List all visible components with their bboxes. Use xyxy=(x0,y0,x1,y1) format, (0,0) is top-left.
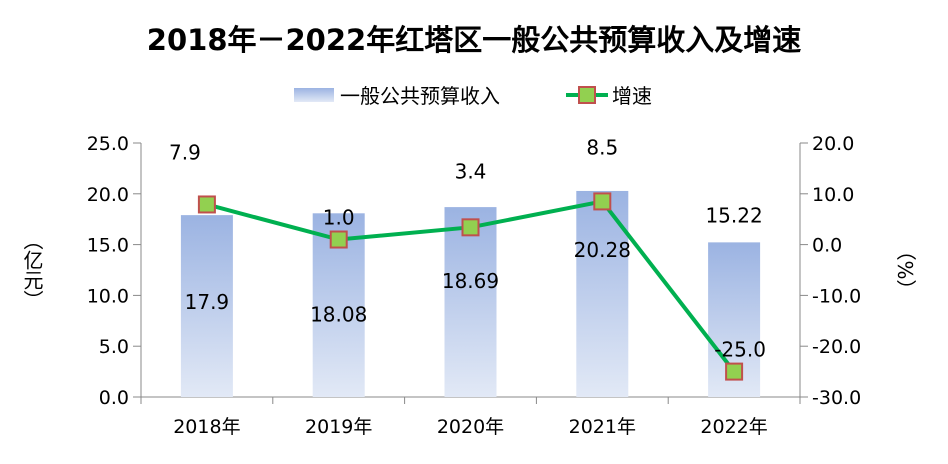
growth-data-label: 1.0 xyxy=(323,206,355,230)
growth-marker xyxy=(461,218,480,237)
bar-data-label: 18.69 xyxy=(442,269,499,293)
growth-data-label: 3.4 xyxy=(455,159,487,183)
bar-data-label: 15.22 xyxy=(705,203,762,227)
legend-bar-label: 一般公共预算收入 xyxy=(340,84,500,108)
x-tick-label: 2020年 xyxy=(437,416,504,438)
bar-data-label: 17.9 xyxy=(185,290,230,314)
left-tick-label: 5.0 xyxy=(99,336,129,358)
bar xyxy=(444,207,497,397)
legend-line-label: 增速 xyxy=(612,84,652,108)
left-tick-label: 25.0 xyxy=(87,133,129,155)
left-tick-label: 10.0 xyxy=(87,285,129,307)
right-tick-label: -10.0 xyxy=(812,285,861,307)
right-axis-title: （%） xyxy=(893,240,917,299)
right-tick-label: 20.0 xyxy=(812,133,854,155)
x-tick-label: 2019年 xyxy=(305,416,372,438)
bar xyxy=(180,215,233,397)
legend: 一般公共预算收入 增速 xyxy=(294,84,652,108)
left-tick-label: 0.0 xyxy=(99,387,129,409)
growth-data-label: 7.9 xyxy=(169,140,201,164)
left-axis-title: （亿元） xyxy=(20,230,44,310)
right-tick-label: 10.0 xyxy=(812,184,854,206)
growth-data-label: -25.0 xyxy=(714,338,766,362)
bar-data-label: 20.28 xyxy=(574,238,631,262)
chart-title: 2018年－2022年红塔区一般公共预算收入及增速 xyxy=(147,23,801,57)
right-tick-label: -30.0 xyxy=(812,387,861,409)
legend-line-marker xyxy=(578,86,596,104)
legend-bar-swatch xyxy=(294,88,334,102)
growth-marker xyxy=(593,192,612,211)
growth-marker xyxy=(329,230,348,249)
bar-data-label: 18.08 xyxy=(310,302,367,326)
x-tick-label: 2018年 xyxy=(173,416,240,438)
right-tick-label: 0.0 xyxy=(812,235,842,257)
left-tick-label: 20.0 xyxy=(87,184,129,206)
growth-marker xyxy=(725,362,744,381)
right-tick-label: -20.0 xyxy=(812,336,861,358)
growth-data-label: 8.5 xyxy=(586,135,618,159)
left-tick-label: 15.0 xyxy=(87,235,129,257)
growth-marker xyxy=(197,195,216,214)
x-tick-label: 2022年 xyxy=(700,416,767,438)
x-tick-label: 2021年 xyxy=(569,416,636,438)
